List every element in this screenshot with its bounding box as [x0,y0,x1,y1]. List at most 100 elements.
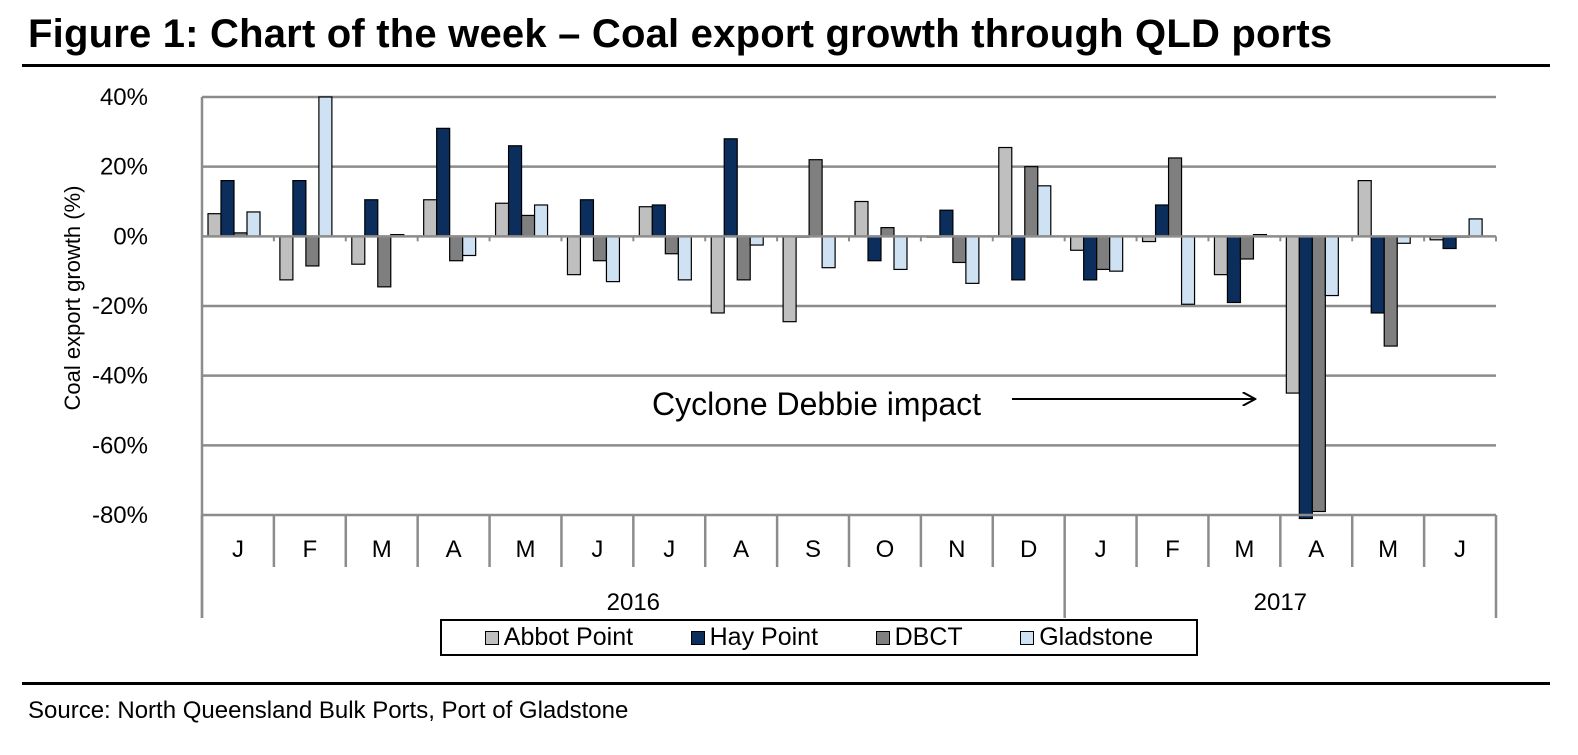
bar-dbct [1024,166,1039,237]
y-tick-label: 40% [100,84,148,111]
bar-abbot-point [998,146,1013,237]
x-tick-label: M [372,536,392,563]
bar-abbot-point [351,235,366,265]
legend-swatch [1020,630,1035,645]
bar-abbot-point [279,235,294,281]
bar-dbct [952,235,967,264]
x-tick-label: F [302,536,317,563]
y-tick-label: 0% [113,223,148,250]
bar-dbct [592,235,608,262]
bar-abbot-point [566,235,582,276]
bar-gladstone [462,235,477,257]
bar-gladstone [821,235,836,269]
footer-rule [22,682,1550,685]
title-rule [22,64,1550,67]
bar-abbot-point [854,200,869,237]
bar-hay-point [220,180,235,237]
bar-hay-point [1298,235,1313,520]
x-tick-label: N [948,536,965,563]
bar-dbct [1167,157,1183,237]
legend-item: Gladstone [1020,623,1153,652]
bar-gladstone [605,235,621,283]
bar-abbot-point [423,199,438,237]
bar-dbct [1311,235,1326,513]
bar-abbot-point [1070,235,1085,251]
bar-hay-point [1011,235,1026,281]
x-tick-label: M [1378,536,1398,563]
bar-dbct [305,235,320,267]
bar-abbot-point [638,206,653,237]
y-tick-label: -60% [92,432,148,459]
x-tick-label: A [733,536,749,563]
year-group-label: 2016 [607,589,660,616]
bar-hay-point [1083,235,1098,281]
bar-hay-point [1226,235,1242,304]
legend-label: DBCT [894,623,963,651]
bar-dbct [449,235,464,262]
bar-gladstone [318,96,333,237]
bar-dbct [880,227,895,237]
bar-dbct [1096,235,1111,271]
legend-swatch [690,630,705,645]
bar-gladstone [1180,235,1196,305]
bar-hay-point [507,145,523,237]
bar-gladstone [1037,185,1052,237]
bar-dbct [377,235,392,288]
y-tick-label: -80% [92,502,148,529]
bar-hay-point [651,204,666,237]
bar-abbot-point [1285,235,1300,394]
legend-label: Gladstone [1039,623,1154,651]
x-tick-label: J [1095,536,1107,563]
legend: Abbot Point Hay Point DBCT Gladstone [440,619,1198,656]
bar-hay-point [579,199,595,237]
bar-dbct [664,235,679,255]
bar-dbct [520,214,536,237]
y-axis-label: Coal export growth (%) [60,186,85,411]
y-tick-label: -20% [92,293,148,320]
x-tick-label: J [232,536,244,563]
figure-title: Figure 1: Chart of the week – Coal expor… [28,12,1333,56]
x-tick-label: F [1165,536,1180,563]
bar-gladstone [246,211,261,237]
bar-gladstone [533,204,549,237]
legend-swatch [484,630,499,645]
bar-dbct [736,235,751,281]
x-tick-label: M [516,536,536,563]
x-tick-label: S [805,536,821,563]
x-tick-label: J [1454,536,1466,563]
bar-hay-point [867,235,882,262]
bar-gladstone [677,235,692,281]
bar-hay-point [1370,235,1385,314]
source-note: Source: North Queensland Bulk Ports, Por… [28,697,629,724]
x-tick-label: O [876,536,895,563]
bar-hay-point [292,180,307,237]
bar-dbct [1383,235,1398,347]
x-tick-label: M [1234,536,1254,563]
bar-gladstone [749,235,764,246]
bar-abbot-point [782,235,797,323]
bar-abbot-point [1213,235,1229,276]
legend-item: Abbot Point [484,623,634,652]
bar-gladstone [1324,235,1339,297]
legend-label: Abbot Point [503,623,634,651]
legend-item: Hay Point [690,623,818,652]
y-tick-label: -40% [92,363,148,390]
bar-abbot-point [494,202,510,237]
bar-abbot-point [710,235,725,314]
annotation-text: Cyclone Debbie impact [652,386,981,422]
bar-hay-point [939,209,954,237]
y-tick-label: 20% [100,154,148,181]
bar-hay-point [364,199,379,237]
x-tick-label: J [663,536,675,563]
bar-hay-point [723,138,738,237]
bar-gladstone [893,235,908,271]
legend-item: DBCT [875,623,963,652]
x-tick-label: J [591,536,603,563]
bar-hay-point [1442,235,1457,250]
bar-hay-point [436,127,451,237]
x-tick-label: A [446,536,462,563]
bar-dbct [808,159,823,237]
bar-abbot-point [207,213,222,237]
x-tick-label: A [1308,536,1324,563]
bar-abbot-point [1357,180,1372,237]
